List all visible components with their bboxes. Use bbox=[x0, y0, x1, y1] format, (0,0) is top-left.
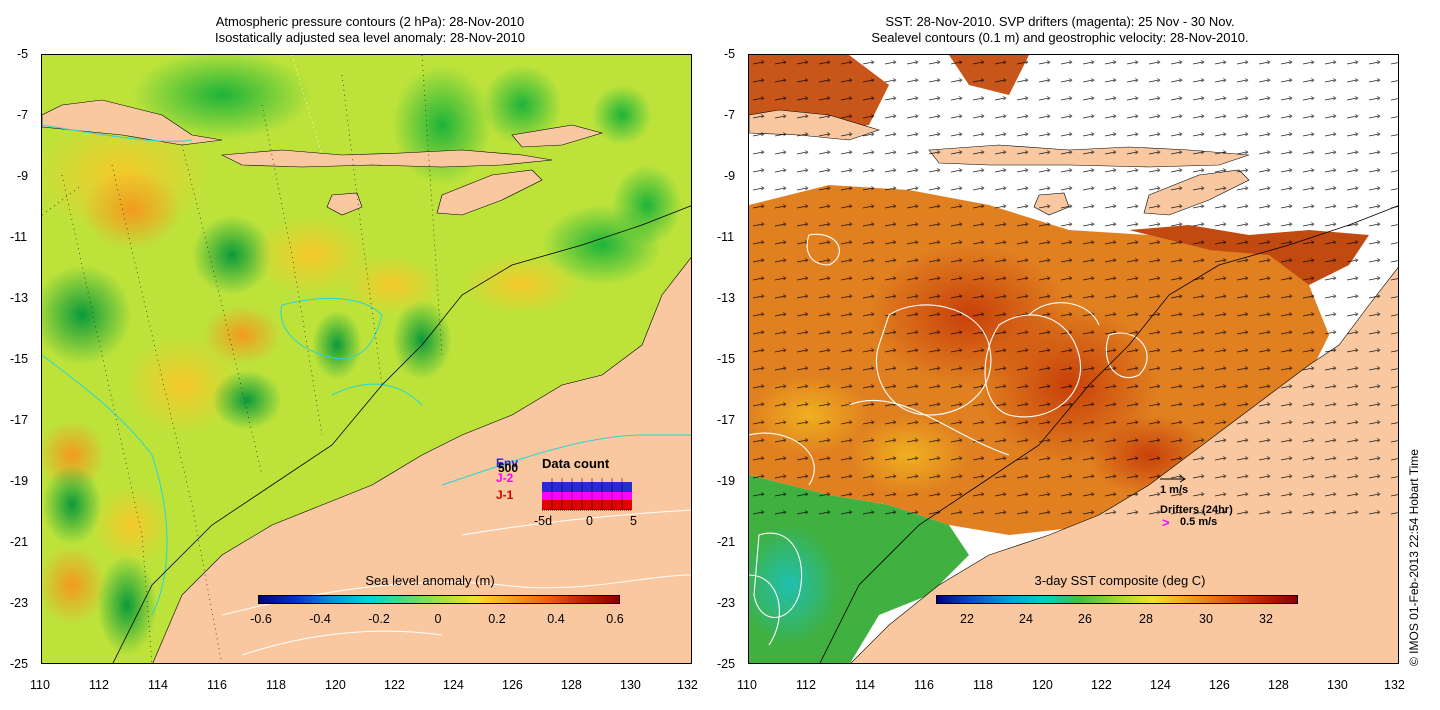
left-title: Atmospheric pressure contours (2 hPa): 2… bbox=[90, 14, 650, 46]
right-ytick: -19 bbox=[717, 474, 736, 488]
inset-series-j1: J-1 bbox=[496, 488, 514, 502]
right-ytick: -5 bbox=[724, 47, 736, 61]
data-count-inset: Env 500 J-2 J-1 Data count -5d 0 5 bbox=[492, 456, 642, 530]
drifters-label: Drifters (24hr) bbox=[1160, 504, 1233, 516]
inset-xtick-zero: 0 bbox=[586, 514, 593, 528]
right-ytick: -13 bbox=[717, 291, 736, 305]
left-xtick: 120 bbox=[325, 678, 346, 692]
velocity-arrows bbox=[749, 55, 1398, 525]
left-xtick: 118 bbox=[266, 678, 286, 692]
left-ytick: -21 bbox=[10, 535, 29, 549]
left-ytick: -25 bbox=[10, 657, 29, 671]
java-island bbox=[42, 99, 223, 146]
australia-land bbox=[152, 257, 691, 663]
left-xtick: 128 bbox=[561, 678, 582, 692]
sla-colorbar bbox=[258, 595, 620, 604]
sst-map-svg bbox=[749, 55, 1398, 663]
sea-level-anomaly-map[interactable] bbox=[41, 54, 692, 664]
right-ytick: -25 bbox=[717, 657, 736, 671]
left-xtick: 112 bbox=[89, 678, 109, 692]
left-title-line2: Isostatically adjusted sea level anomaly… bbox=[214, 30, 525, 45]
right-ytick: -21 bbox=[717, 535, 736, 549]
sealevel-contours bbox=[749, 233, 1148, 646]
drifter-marker-icon: > bbox=[1162, 515, 1170, 530]
left-xtick: 110 bbox=[30, 678, 50, 692]
left-xtick: 114 bbox=[148, 678, 168, 692]
right-xtick: 126 bbox=[1209, 678, 1230, 692]
sst-colorbar-title: 3-day SST composite (deg C) bbox=[1034, 573, 1206, 588]
right-xtick: 124 bbox=[1150, 678, 1171, 692]
left-title-line1: Atmospheric pressure contours (2 hPa): 2… bbox=[215, 14, 525, 29]
right-ytick: -9 bbox=[724, 169, 736, 183]
inset-series-env: Env bbox=[496, 456, 519, 470]
sst-tick-5: 32 bbox=[1259, 612, 1273, 626]
sla-map-svg bbox=[42, 55, 691, 663]
left-ytick: -17 bbox=[10, 413, 29, 427]
sst-map[interactable] bbox=[748, 54, 1399, 664]
sla-colorbar-title: Sea level anomaly (m) bbox=[365, 573, 495, 588]
sst-colorbar bbox=[936, 595, 1298, 604]
right-title: SST: 28-Nov-2010. SVP drifters (magenta)… bbox=[770, 14, 1350, 46]
left-xtick: 124 bbox=[443, 678, 464, 692]
right-xtick: 118 bbox=[973, 678, 993, 692]
right-xtick: 110 bbox=[737, 678, 757, 692]
right-ytick: -15 bbox=[717, 352, 736, 366]
sst-tick-2: 26 bbox=[1078, 612, 1092, 626]
left-xtick: 130 bbox=[620, 678, 641, 692]
inset-count-label: 500 bbox=[498, 461, 519, 475]
sst-tick-0: 22 bbox=[960, 612, 974, 626]
sla-tick-1: -0.4 bbox=[309, 612, 331, 626]
left-ytick: -7 bbox=[17, 108, 29, 122]
left-ytick: -9 bbox=[17, 169, 29, 183]
inset-xtick-end: 5 bbox=[630, 514, 637, 528]
right-title-line2: Sealevel contours (0.1 m) and geostrophi… bbox=[871, 30, 1249, 45]
left-ytick: -23 bbox=[10, 596, 29, 610]
left-ytick: -5 bbox=[17, 47, 29, 61]
right-xtick: 120 bbox=[1032, 678, 1053, 692]
sla-tick-4: 0.2 bbox=[488, 612, 506, 626]
inset-bar-chart bbox=[542, 478, 632, 511]
sst-tick-4: 30 bbox=[1199, 612, 1213, 626]
right-xtick: 114 bbox=[855, 678, 875, 692]
left-xtick: 132 bbox=[677, 678, 698, 692]
banda-islands bbox=[511, 124, 604, 148]
lesser-sunda-islands bbox=[220, 149, 553, 168]
right-xtick: 128 bbox=[1268, 678, 1289, 692]
velocity-scale-arrow bbox=[1160, 475, 1186, 483]
right-ytick: -7 bbox=[724, 108, 736, 122]
left-ytick: -19 bbox=[10, 474, 29, 488]
sla-tick-0: -0.6 bbox=[250, 612, 272, 626]
right-ytick: -23 bbox=[717, 596, 736, 610]
right-xtick: 132 bbox=[1384, 678, 1405, 692]
sumba-island bbox=[326, 192, 363, 216]
drifter-speed-label: 0.5 m/s bbox=[1180, 516, 1218, 528]
left-ytick: -15 bbox=[10, 352, 29, 366]
timor-island bbox=[436, 169, 543, 216]
sla-tick-6: 0.6 bbox=[606, 612, 624, 626]
right-xtick: 112 bbox=[796, 678, 816, 692]
sst-tick-3: 28 bbox=[1139, 612, 1153, 626]
left-xtick: 126 bbox=[502, 678, 523, 692]
inset-series-j2: J-2 bbox=[496, 471, 514, 485]
sla-tick-5: 0.4 bbox=[547, 612, 565, 626]
right-title-line1: SST: 28-Nov-2010. SVP drifters (magenta)… bbox=[885, 14, 1235, 29]
left-ytick: -13 bbox=[10, 291, 29, 305]
left-xtick: 116 bbox=[207, 678, 227, 692]
sla-tick-3: 0 bbox=[434, 612, 442, 626]
right-ytick: -17 bbox=[717, 413, 736, 427]
inset-title: Data count bbox=[542, 456, 610, 471]
sla-tick-2: -0.2 bbox=[368, 612, 390, 626]
inset-xtick-start: -5d bbox=[534, 514, 553, 528]
copyright-text: © IMOS 01-Feb-2013 22:54 Hobart Time bbox=[1407, 449, 1421, 666]
left-ytick: -11 bbox=[10, 230, 28, 244]
sst-tick-1: 24 bbox=[1019, 612, 1033, 626]
left-xtick: 122 bbox=[384, 678, 405, 692]
velocity-scale-label: 1 m/s bbox=[1160, 484, 1189, 496]
right-xtick: 116 bbox=[914, 678, 934, 692]
right-xtick: 130 bbox=[1327, 678, 1348, 692]
right-ytick: -11 bbox=[717, 230, 735, 244]
right-xtick: 122 bbox=[1091, 678, 1112, 692]
